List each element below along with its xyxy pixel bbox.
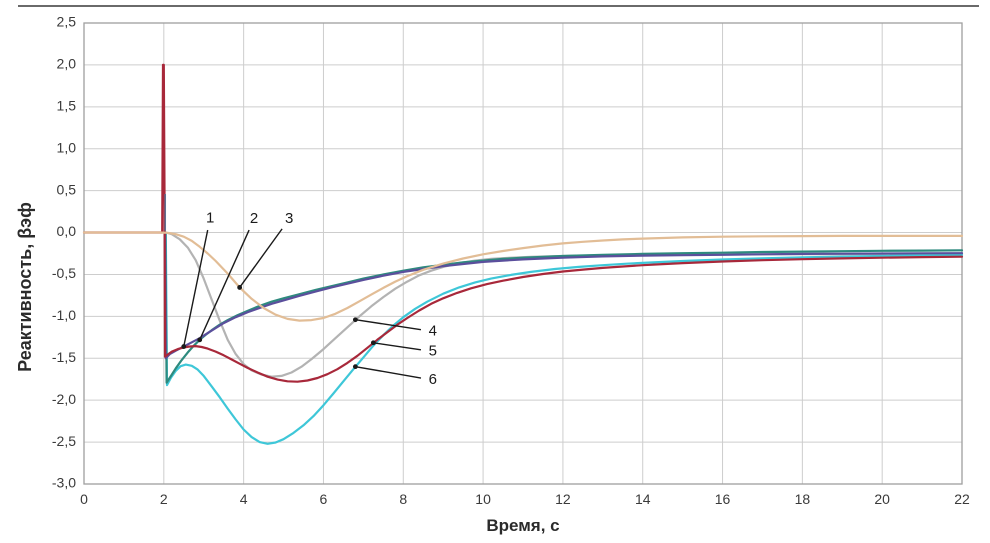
top-rule	[18, 5, 979, 7]
curve-6	[164, 231, 964, 445]
annotation-dot-2	[197, 337, 203, 343]
y-tick-label: 0,5	[57, 181, 77, 197]
x-tick-label: 10	[475, 491, 491, 507]
y-tick-label: -2,0	[52, 391, 76, 407]
annotation-leader-5	[373, 342, 422, 351]
annotation-label-5: 5	[429, 343, 437, 360]
y-tick-label: -0,5	[52, 265, 76, 281]
x-tick-label: 2	[160, 491, 168, 507]
y-tick-label: 1,0	[57, 139, 77, 155]
x-tick-label: 22	[954, 491, 970, 507]
x-tick-label: 4	[240, 491, 248, 507]
annotation-leader-1	[183, 229, 209, 347]
annotation-leader-3	[239, 228, 283, 288]
annotation-label-3: 3	[285, 210, 293, 227]
annotation-dot-4	[352, 317, 358, 323]
annotation-dot-3	[237, 285, 243, 290]
x-tick-label: 12	[555, 491, 571, 507]
x-tick-label: 16	[715, 491, 731, 507]
y-tick-label: 0,0	[57, 223, 77, 239]
y-axis-title: Реактивность, βэф	[15, 202, 35, 372]
y-tick-label: 2,0	[57, 56, 77, 72]
annotation-leader-4	[355, 319, 422, 331]
annotation-label-6: 6	[429, 371, 437, 388]
x-axis-title: Время, с	[486, 516, 559, 535]
annotation-dot-5	[370, 340, 376, 346]
x-tick-label: 18	[795, 491, 811, 507]
y-tick-label: -3,0	[52, 475, 76, 491]
annotation-label-4: 4	[429, 322, 437, 339]
annotation-dot-6	[352, 364, 358, 370]
annotation-label-2: 2	[250, 210, 258, 227]
curve-5	[82, 63, 964, 383]
y-tick-label: 1,5	[57, 98, 77, 114]
x-tick-label: 14	[635, 491, 651, 507]
x-tick-label: 8	[399, 491, 407, 507]
x-tick-label: 20	[874, 491, 890, 507]
annotation-leader-6	[355, 365, 422, 379]
x-tick-label: 0	[80, 491, 88, 507]
y-tick-label: 2,5	[57, 14, 77, 30]
y-tick-label: -1,5	[52, 349, 76, 365]
annotation-leader-2	[199, 229, 250, 341]
curve-1	[163, 231, 964, 360]
y-tick-label: -2,5	[52, 433, 76, 449]
annotation-dot-1	[181, 344, 187, 349]
annotation-label-1: 1	[206, 209, 214, 226]
x-tick-label: 6	[320, 491, 328, 507]
y-tick-label: -1,0	[52, 307, 76, 323]
